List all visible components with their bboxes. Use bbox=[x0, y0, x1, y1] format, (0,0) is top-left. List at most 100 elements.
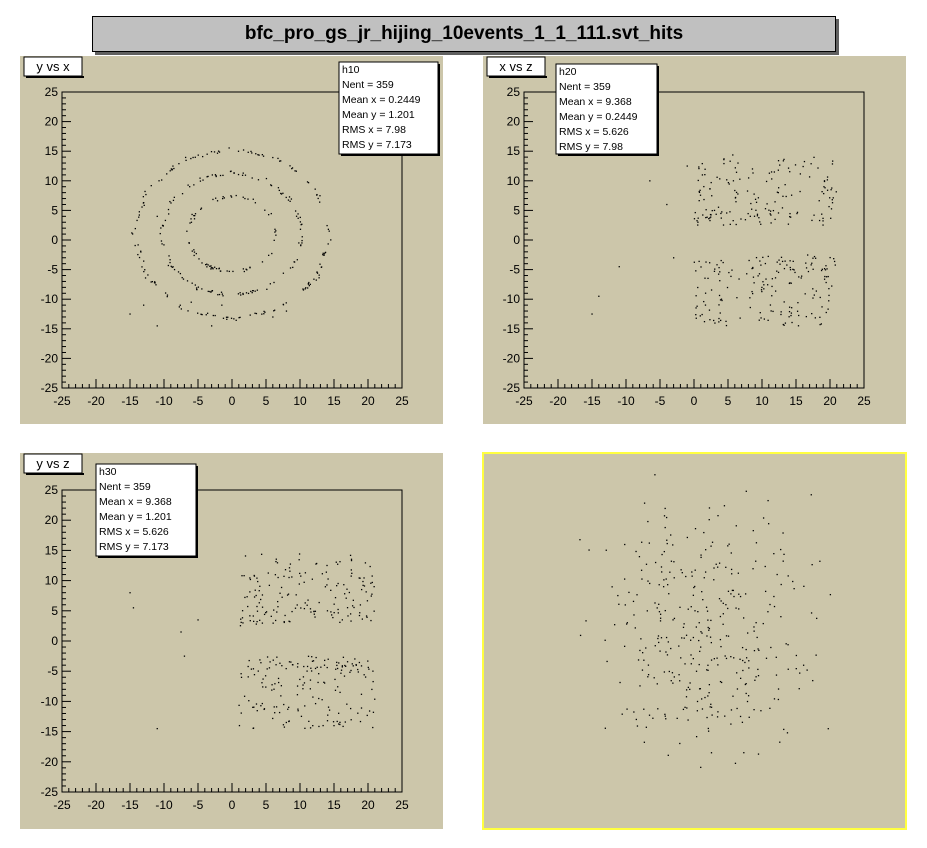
data-point bbox=[170, 265, 172, 268]
data-point bbox=[649, 582, 651, 585]
data-point bbox=[306, 604, 308, 606]
data-point bbox=[739, 178, 741, 180]
data-point bbox=[742, 617, 745, 619]
data-point bbox=[636, 725, 639, 727]
data-point bbox=[134, 227, 136, 230]
pad-background[interactable] bbox=[482, 452, 907, 830]
data-point bbox=[790, 312, 793, 314]
data-point bbox=[222, 317, 225, 319]
data-point bbox=[777, 169, 779, 171]
data-point bbox=[753, 215, 756, 217]
data-point bbox=[696, 220, 698, 222]
data-point bbox=[318, 277, 320, 279]
pad-background[interactable] bbox=[20, 453, 443, 829]
data-point bbox=[717, 273, 720, 275]
data-point bbox=[725, 635, 728, 637]
y-tick-label: -5 bbox=[47, 664, 58, 678]
data-point bbox=[823, 192, 825, 195]
data-point bbox=[742, 659, 744, 662]
data-point bbox=[773, 553, 775, 555]
data-point bbox=[703, 577, 705, 579]
data-point bbox=[694, 211, 696, 214]
data-point bbox=[254, 312, 256, 314]
data-point bbox=[755, 622, 757, 624]
data-point bbox=[683, 623, 685, 625]
data-point bbox=[695, 317, 697, 319]
data-point bbox=[798, 314, 800, 317]
data-point bbox=[337, 608, 339, 611]
data-point bbox=[769, 210, 772, 212]
data-point bbox=[177, 271, 180, 273]
data-point bbox=[768, 172, 771, 174]
data-point bbox=[191, 250, 193, 252]
data-point bbox=[143, 260, 145, 262]
data-point bbox=[302, 684, 304, 686]
stats-line: Mean y = 1.201 bbox=[99, 511, 172, 523]
data-point bbox=[197, 154, 199, 156]
y-tick-label: 0 bbox=[51, 233, 58, 247]
data-point bbox=[350, 719, 352, 721]
data-point bbox=[352, 665, 354, 667]
data-point bbox=[639, 649, 641, 652]
data-point bbox=[268, 667, 271, 669]
x-tick-label: 15 bbox=[789, 394, 803, 408]
data-point bbox=[353, 606, 355, 609]
data-point bbox=[704, 571, 707, 573]
data-point bbox=[762, 281, 764, 283]
data-point bbox=[792, 260, 794, 262]
data-point bbox=[813, 255, 816, 258]
stats-name: h20 bbox=[559, 66, 577, 78]
x-tick-label: 10 bbox=[293, 394, 307, 408]
data-point bbox=[821, 213, 823, 215]
data-point bbox=[171, 168, 173, 170]
data-point bbox=[200, 313, 202, 315]
data-point bbox=[773, 595, 775, 598]
data-point bbox=[789, 282, 791, 284]
data-point bbox=[717, 206, 720, 208]
data-point bbox=[706, 216, 708, 218]
data-point bbox=[717, 515, 719, 517]
data-point bbox=[260, 553, 263, 555]
data-point bbox=[830, 217, 832, 219]
data-point bbox=[368, 668, 370, 670]
data-point bbox=[672, 544, 674, 546]
data-point bbox=[242, 268, 245, 270]
data-point bbox=[242, 196, 244, 198]
data-point bbox=[790, 282, 792, 284]
data-point bbox=[366, 616, 368, 618]
data-point bbox=[762, 622, 764, 625]
data-point bbox=[789, 216, 791, 218]
data-point bbox=[782, 195, 784, 197]
pad-background[interactable] bbox=[483, 56, 906, 424]
y-tick-label: -15 bbox=[503, 322, 521, 336]
data-point bbox=[698, 622, 700, 624]
data-point bbox=[692, 594, 695, 596]
data-point bbox=[319, 195, 321, 197]
data-point bbox=[671, 672, 674, 674]
data-point bbox=[269, 661, 271, 663]
x-tick-label: 25 bbox=[395, 394, 409, 408]
data-point bbox=[727, 181, 730, 184]
data-point bbox=[349, 707, 352, 710]
data-point bbox=[830, 189, 832, 191]
data-point bbox=[230, 196, 233, 198]
y-tick-label: -25 bbox=[503, 381, 521, 395]
data-point bbox=[292, 664, 294, 666]
data-point bbox=[317, 681, 319, 684]
data-point bbox=[707, 277, 709, 280]
x-tick-label: 20 bbox=[361, 798, 375, 812]
data-point bbox=[795, 654, 798, 657]
data-point bbox=[719, 615, 722, 618]
data-point bbox=[251, 152, 253, 154]
data-point bbox=[729, 211, 731, 213]
data-point bbox=[791, 321, 793, 324]
data-point bbox=[301, 239, 303, 242]
data-point bbox=[718, 317, 720, 320]
data-point bbox=[807, 254, 809, 256]
data-point bbox=[279, 662, 281, 664]
data-point bbox=[786, 264, 788, 266]
data-point bbox=[618, 603, 620, 605]
data-point bbox=[265, 686, 267, 688]
data-point bbox=[709, 319, 711, 321]
data-point bbox=[222, 174, 224, 177]
